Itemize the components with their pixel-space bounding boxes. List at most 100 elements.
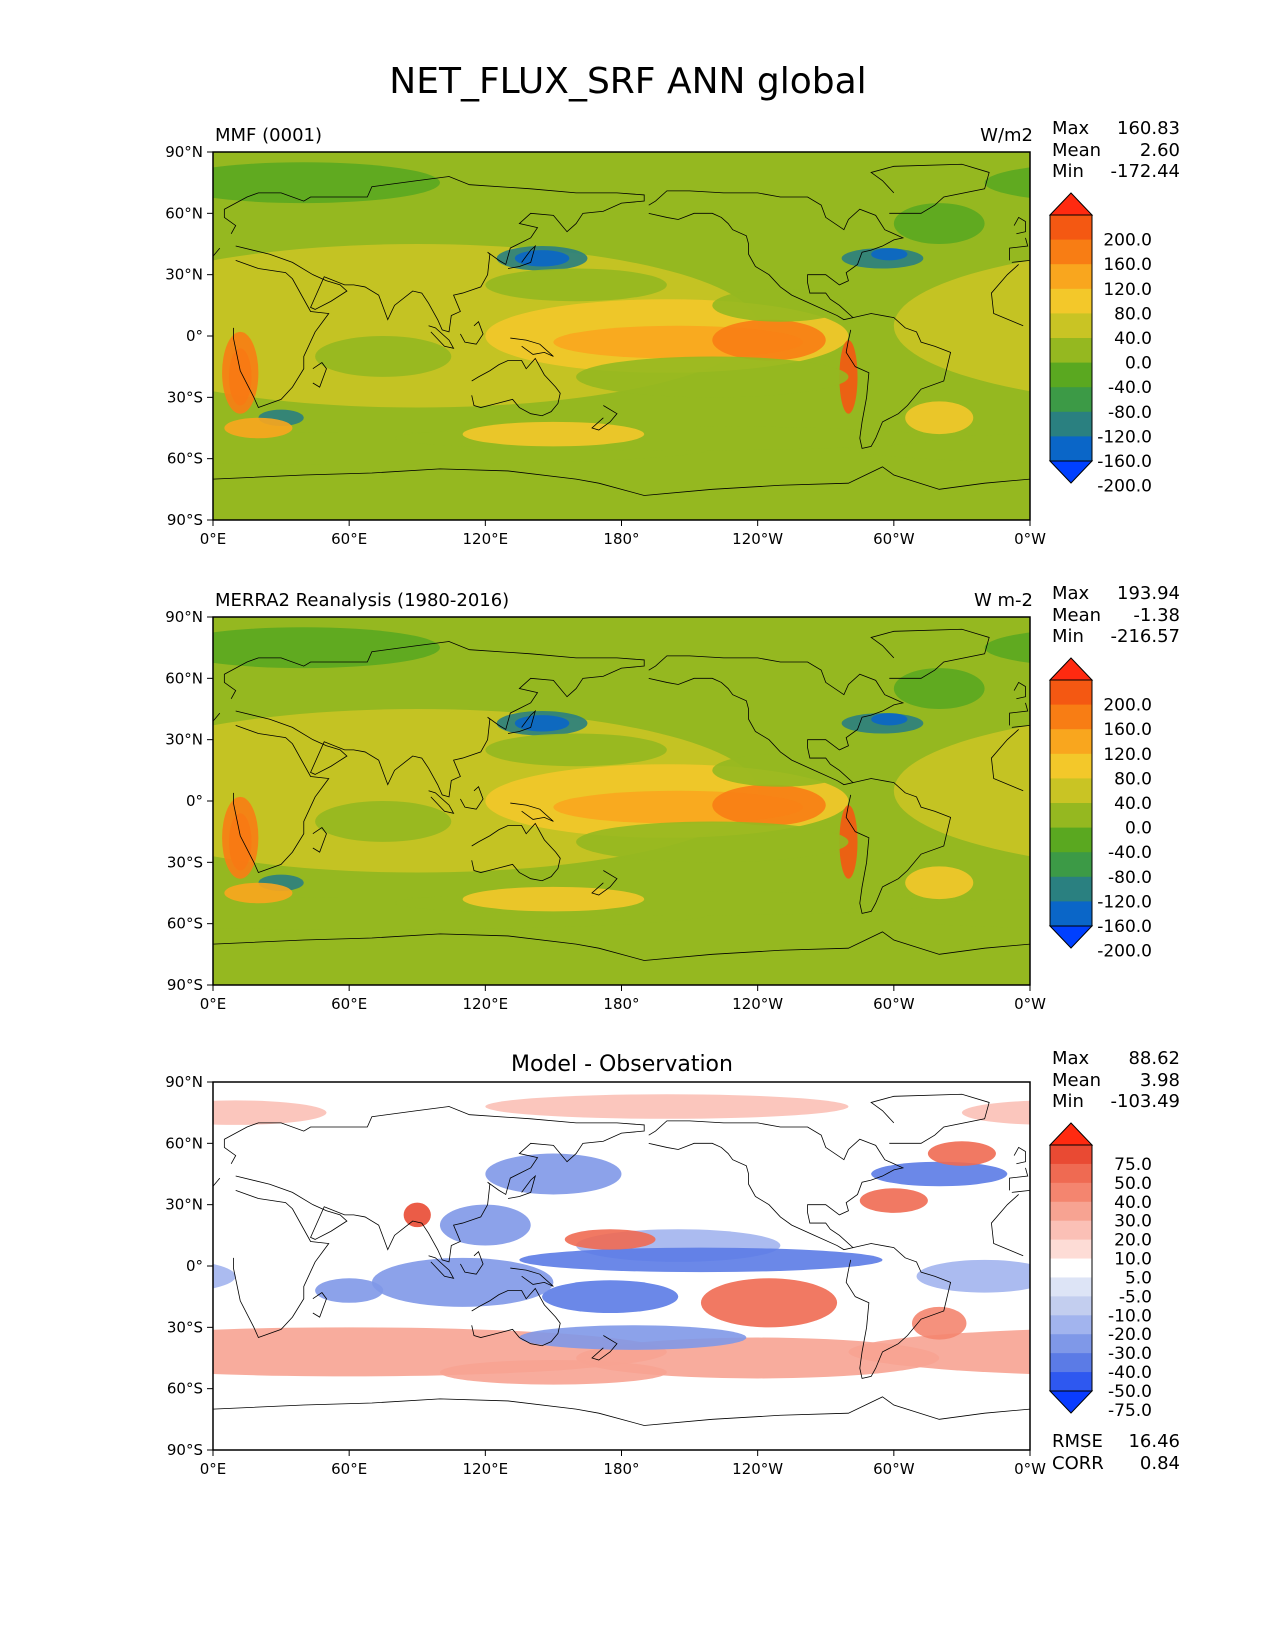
colorbar-bin [1050,387,1092,413]
stat-min-label: Min [1052,161,1084,182]
colorbar-tick-label: -40.0 [1108,378,1152,398]
colorbar-bin [1050,1315,1092,1335]
colorbar-tick-label: 50.0 [1114,1174,1152,1194]
stat-max-value: 88.62 [1128,1048,1180,1069]
lat-tick-label: 30°N [165,1196,203,1214]
field-contour [371,1257,554,1307]
coastline [460,785,484,810]
lon-tick-label: 120°W [732,1460,783,1478]
panel-left-label: MERRA2 Reanalysis (1980-2016) [215,590,509,611]
colorbar-bin [1050,411,1092,437]
colorbar-tick-label: -80.0 [1108,403,1152,423]
lon-tick-label: 60°E [331,530,367,548]
lat-tick-label: 60°S [167,915,203,933]
colorbar-bin [1050,704,1092,730]
field-contour [712,784,826,826]
lat-tick-label: 30°N [165,266,203,284]
field-contour [519,1247,883,1273]
field-contour [700,1278,838,1328]
coastline [507,244,537,269]
field-contour [871,248,908,261]
lat-tick-label: 90°S [167,976,203,994]
coastline [845,313,952,449]
field-contour [961,1100,1030,1125]
colorbar-tick-label: 20.0 [1114,1231,1152,1251]
field-contour [222,796,259,879]
lat-tick-label: 60°N [165,204,203,222]
colorbar-bin [1050,1258,1092,1278]
colorbar-tick-label: -50.0 [1108,1382,1152,1402]
colorbar-bin [1050,215,1092,241]
colorbar-tick-label: 10.0 [1114,1250,1152,1270]
field-contour [462,421,645,447]
stat-min-value: -103.49 [1111,1091,1180,1112]
field-contour [403,1202,431,1228]
lon-tick-label: 120°E [463,530,509,548]
lon-tick-label: 60°E [331,995,367,1013]
field-contour [916,1259,1030,1293]
stat-min-label: Min [1052,1091,1084,1112]
coastline [845,1243,952,1379]
field-contour [514,715,570,732]
lon-tick-label: 180° [603,530,639,548]
coastline [1013,216,1026,235]
colorbar-tick-label: 40.0 [1114,1193,1152,1213]
field-contour [984,632,1030,663]
coastline [507,1174,537,1199]
panel-units-label: W/m2 [980,125,1033,146]
coastline [213,466,1030,520]
stat-mean-label: Mean [1052,1070,1101,1091]
colorbar-bin [1050,1239,1092,1260]
colorbar-tick-label: -20.0 [1108,1325,1152,1345]
colorbar-bin [1050,1182,1092,1203]
lat-tick-label: 0° [186,792,203,810]
colorbar-tick-label: -200.0 [1097,942,1152,962]
colorbar-tick-label: 80.0 [1114,304,1152,324]
stat-mean-value: 2.60 [1140,140,1180,161]
stat-min-value: -172.44 [1111,161,1180,182]
field-contour [859,1188,928,1213]
field-contour [564,1229,656,1250]
colorbar-tick-label: -40.0 [1108,1363,1152,1383]
lon-tick-label: 0°W [1014,995,1046,1013]
lon-tick-label: 60°E [331,1460,367,1478]
colorbar-tick-label: 120.0 [1103,745,1152,765]
field-contour [485,1094,849,1119]
lon-tick-label: 0°W [1014,1460,1046,1478]
field-contour [984,167,1030,198]
colorbar-bin [1050,1163,1092,1184]
coastline [460,1250,484,1275]
coastline [510,1267,554,1287]
colorbar-mmf: 200.0 160.0 120.0 80.0 40.0 0.0 -40.0 -80.0 -120… [1048,192,1152,497]
coastline [648,1120,905,1251]
field-contour [439,1204,531,1246]
rmse-label: RMSE [1052,1431,1103,1452]
stat-mean-label: Mean [1052,140,1101,161]
coastline [428,790,455,814]
coastline [591,870,618,896]
colorbar-tick-label: 0.0 [1125,819,1152,839]
coastline [591,405,618,431]
field-contour [893,203,985,244]
field-contour [576,356,849,398]
field-contour [439,1360,667,1385]
colorbar-tick-label: -200.0 [1097,477,1152,497]
colorbar-tick-label: -75.0 [1108,1401,1152,1421]
field-contour [871,713,908,726]
lat-tick-label: 30°S [167,1318,203,1336]
field-contour [712,319,826,361]
panel-units-label: W m-2 [974,590,1033,611]
colorbar-tick-label: 120.0 [1103,280,1152,300]
colorbar-tick-label: -120.0 [1097,892,1152,912]
panel-difference: 0°E 60°E 120°E 180° 120°W 60°W 0°W 90°N 60°N 30°N… [165,1048,1180,1478]
colorbar-tick-label: 80.0 [1114,769,1152,789]
field-contour [712,753,849,787]
coastline [870,1093,990,1144]
lat-tick-label: 60°N [165,1134,203,1152]
stat-max-value: 160.83 [1117,118,1180,139]
colorbar-bin [1050,436,1092,462]
field-contour [927,1141,996,1166]
panel-merra2: 0°E 60°E 120°E 180° 120°W 60°W 0°W 90°N 60°N 30°N… [165,583,1180,1013]
colorbar-bin [1050,753,1092,779]
field-contour [893,668,985,709]
